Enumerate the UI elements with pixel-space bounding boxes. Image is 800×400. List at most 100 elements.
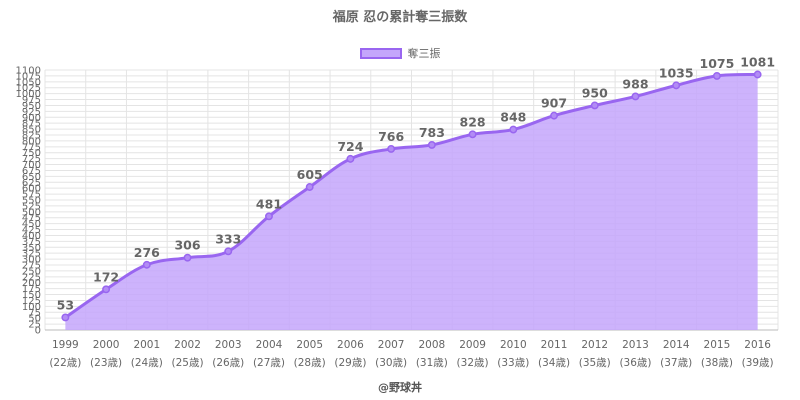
x-tick-label: 2010 <box>500 339 527 351</box>
y-tick-label: 425 <box>22 225 41 236</box>
x-tick-label: 2006 <box>337 339 364 351</box>
data-label: 988 <box>622 76 648 91</box>
y-tick-label: 900 <box>22 113 41 124</box>
y-tick-label: 825 <box>22 131 41 142</box>
data-point[interactable] <box>102 285 111 294</box>
data-label: 950 <box>582 85 608 100</box>
y-tick-label: 1100 <box>16 66 41 77</box>
data-point[interactable] <box>468 130 477 139</box>
y-tick-label: 225 <box>22 272 41 283</box>
x-tick-age-label: (31歳) <box>416 357 448 369</box>
data-point[interactable] <box>61 313 70 322</box>
x-tick-label: 2007 <box>378 339 405 351</box>
y-tick-label: 725 <box>22 154 41 165</box>
y-axis-ticks: 0255075100125150175200225250275300325350… <box>16 66 41 337</box>
data-label: 1081 <box>740 54 775 69</box>
credit-text: @野球丼 <box>378 381 422 394</box>
x-tick-age-label: (37歳) <box>660 357 692 369</box>
y-tick-label: 0 <box>35 326 41 337</box>
y-tick-label: 600 <box>22 184 41 195</box>
x-tick-age-label: (27歳) <box>253 357 285 369</box>
x-tick-label: 2004 <box>256 339 283 351</box>
data-point[interactable] <box>142 260 151 269</box>
data-point[interactable] <box>753 70 762 79</box>
x-tick-age-label: (30歳) <box>375 357 407 369</box>
y-tick-label: 700 <box>22 160 41 171</box>
data-label: 172 <box>93 269 119 284</box>
data-point[interactable] <box>427 140 436 149</box>
data-point[interactable] <box>183 253 192 262</box>
data-point[interactable] <box>550 111 558 120</box>
y-tick-label: 125 <box>22 296 41 307</box>
data-label: 333 <box>215 231 241 246</box>
legend-swatch <box>359 47 402 59</box>
y-tick-label: 1075 <box>16 71 41 82</box>
y-tick-label: 100 <box>22 302 41 313</box>
data-point[interactable] <box>672 81 681 90</box>
legend[interactable]: 奪三振 <box>0 45 800 61</box>
chart-title: 福原 忍の累計奪三振数 <box>332 10 468 25</box>
data-point[interactable] <box>224 247 233 256</box>
x-tick-age-label: (24歳) <box>131 357 163 369</box>
x-tick-label: 2013 <box>622 339 649 351</box>
x-tick-label: 2009 <box>459 339 486 351</box>
data-label: 1075 <box>700 56 735 71</box>
data-label: 1035 <box>659 65 694 80</box>
y-tick-label: 250 <box>22 266 41 277</box>
y-tick-label: 50 <box>28 314 41 325</box>
data-label: 53 <box>57 297 74 312</box>
x-tick-age-label: (39歳) <box>742 357 774 369</box>
y-tick-label: 550 <box>22 196 41 207</box>
data-point[interactable] <box>509 125 518 134</box>
data-point[interactable] <box>346 154 355 163</box>
x-tick-age-label: (25歳) <box>171 357 203 369</box>
x-tick-label: 2011 <box>541 339 568 351</box>
x-tick-label: 2008 <box>418 339 445 351</box>
x-tick-label: 2003 <box>215 339 242 351</box>
data-point[interactable] <box>590 101 599 110</box>
x-tick-age-label: (38歳) <box>701 357 733 369</box>
x-tick-label: 1999 <box>52 339 79 351</box>
x-tick-age-label: (34歳) <box>538 357 570 369</box>
x-axis-ticks: 1999 (22歳) 2000 (23歳) 2001 (24歳) 2002 (25歳) 2003… <box>49 339 773 369</box>
data-label: 306 <box>174 238 200 253</box>
y-tick-label: 400 <box>22 231 41 242</box>
data-point[interactable] <box>265 212 273 221</box>
y-tick-label: 450 <box>22 219 41 230</box>
data-label: 766 <box>378 129 404 144</box>
y-tick-label: 1000 <box>16 89 41 100</box>
data-label: 724 <box>337 139 363 154</box>
y-tick-label: 175 <box>22 284 41 295</box>
data-point[interactable] <box>712 71 721 80</box>
x-tick-label: 2015 <box>704 339 731 351</box>
x-tick-age-label: (23歳) <box>90 357 122 369</box>
data-labels: 53 172 276 306 333 481 605 724 766 783 828 848 907 95… <box>57 54 775 312</box>
data-label: 848 <box>500 110 526 125</box>
data-point[interactable] <box>305 183 314 191</box>
y-tick-label: 1025 <box>16 83 41 94</box>
y-tick-label: 775 <box>22 142 41 153</box>
y-tick-label: 350 <box>22 243 41 254</box>
y-tick-label: 375 <box>22 237 41 248</box>
data-label: 828 <box>460 114 486 129</box>
y-tick-label: 875 <box>22 119 41 130</box>
x-tick-age-label: (35歳) <box>579 357 611 369</box>
area-fill <box>65 74 758 330</box>
y-tick-label: 325 <box>22 249 41 260</box>
x-tick-age-label: (26歳) <box>212 357 244 369</box>
y-tick-label: 650 <box>22 172 41 183</box>
y-tick-label: 25 <box>28 320 41 331</box>
data-label: 276 <box>134 245 160 260</box>
y-tick-label: 1050 <box>16 77 41 88</box>
x-tick-age-label: (28歳) <box>294 357 326 369</box>
y-tick-label: 625 <box>22 178 41 189</box>
legend-label: 奪三振 <box>407 47 441 60</box>
data-point[interactable] <box>387 144 396 153</box>
y-tick-label: 950 <box>22 101 41 112</box>
data-point[interactable] <box>631 92 640 101</box>
y-tick-label: 200 <box>22 278 41 289</box>
y-tick-label: 675 <box>22 166 41 177</box>
y-tick-label: 975 <box>22 95 41 106</box>
data-label: 481 <box>256 196 282 211</box>
